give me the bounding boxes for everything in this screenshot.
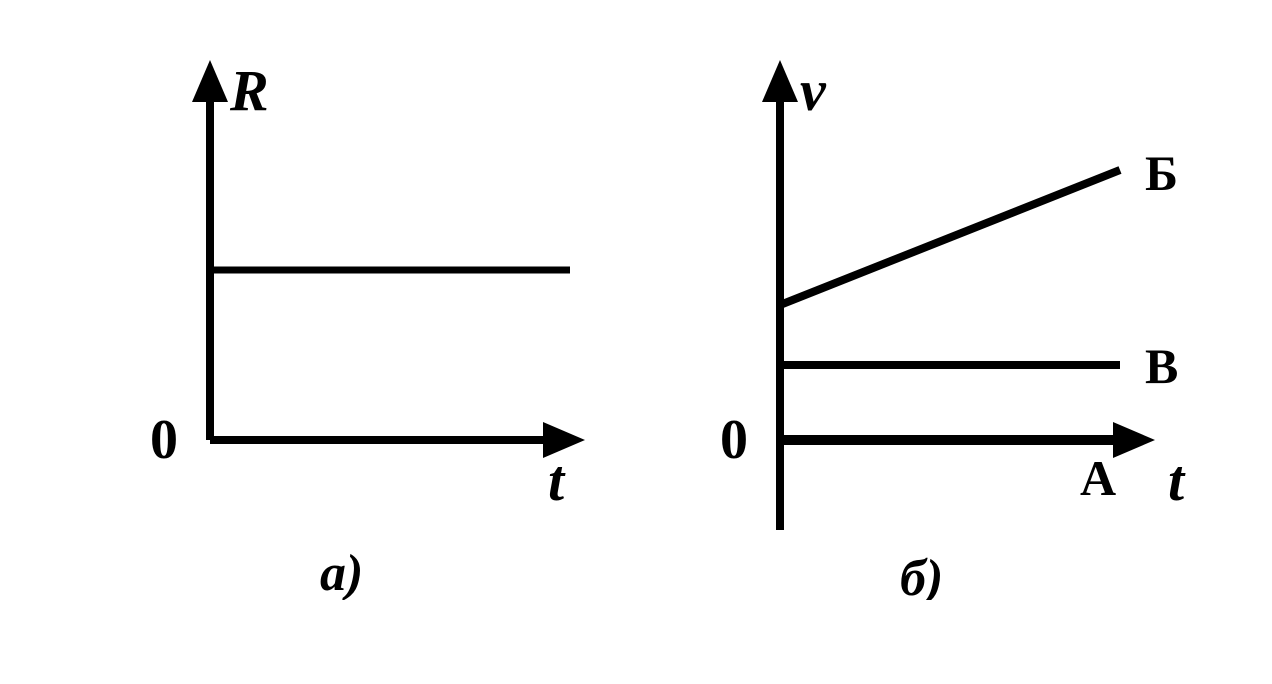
line-b xyxy=(780,170,1120,305)
y-axis-arrow xyxy=(762,60,798,102)
caption-b: б) xyxy=(900,550,943,600)
chart-a: R t 0 а) xyxy=(100,40,600,600)
y-axis-label: v xyxy=(800,58,827,123)
chart-b: v t 0 Б В А б) xyxy=(700,40,1220,600)
y-axis-arrow xyxy=(192,60,228,102)
line-label-a: А xyxy=(1080,450,1116,506)
line-label-v: В xyxy=(1145,338,1178,394)
x-axis-label: t xyxy=(548,448,566,513)
chart-a-svg: R t 0 а) xyxy=(100,40,600,600)
caption-a: а) xyxy=(320,545,363,600)
origin-label: 0 xyxy=(720,409,748,471)
line-label-b: Б xyxy=(1145,145,1178,201)
y-axis-label: R xyxy=(229,58,269,123)
x-axis-label: t xyxy=(1168,448,1186,513)
chart-b-svg: v t 0 Б В А б) xyxy=(700,40,1220,600)
x-axis-arrow xyxy=(1113,422,1155,458)
origin-label: 0 xyxy=(150,409,178,471)
